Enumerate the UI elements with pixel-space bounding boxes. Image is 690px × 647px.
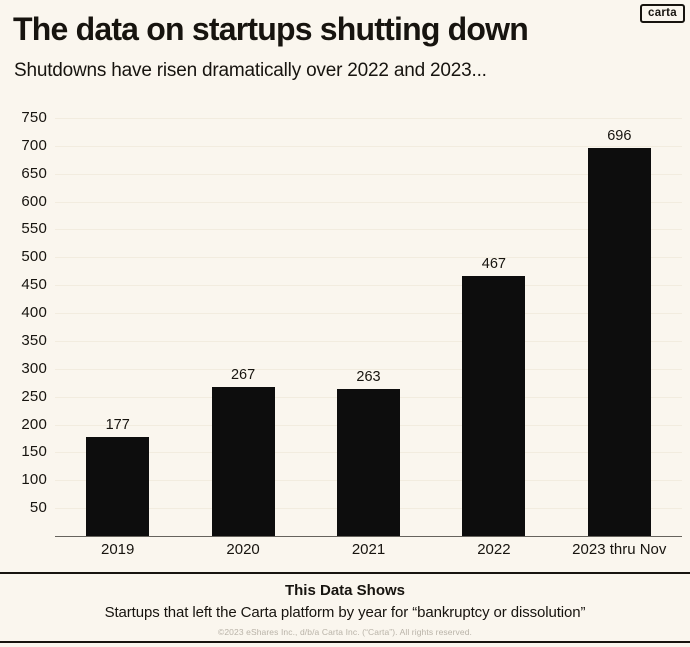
x-tick-label: 2021 bbox=[351, 541, 386, 558]
y-tick-label: 500 bbox=[21, 248, 47, 266]
y-tick-label: 700 bbox=[21, 136, 47, 154]
y-tick-label: 600 bbox=[21, 192, 47, 210]
bar-value-label: 177 bbox=[105, 417, 130, 434]
y-tick-label: 50 bbox=[29, 499, 47, 517]
y-tick-label: 150 bbox=[21, 443, 47, 461]
footer-heading: This Data Shows bbox=[284, 582, 406, 599]
bar-value-label: 263 bbox=[356, 369, 381, 386]
y-tick-label: 650 bbox=[21, 164, 47, 182]
footer-description: Startups that left the Carta platform by… bbox=[104, 604, 586, 621]
bar-2020 bbox=[211, 387, 275, 536]
y-tick-label: 750 bbox=[21, 109, 47, 126]
page-title: The data on startups shutting down bbox=[13, 11, 529, 47]
bar-value-label: 267 bbox=[230, 367, 256, 384]
gridline bbox=[55, 229, 682, 231]
y-tick-label: 100 bbox=[21, 471, 47, 489]
footer-copyright: ©2023 eShares Inc., d/b/a Carta Inc. (“C… bbox=[217, 627, 472, 637]
y-tick-label: 550 bbox=[21, 220, 47, 238]
x-tick-label: 2022 bbox=[477, 541, 511, 558]
gridline bbox=[55, 340, 682, 342]
bar-value-label: 467 bbox=[481, 255, 506, 272]
y-tick-label: 300 bbox=[21, 359, 47, 377]
bar-2021 bbox=[337, 389, 400, 536]
x-tick-label: 2019 bbox=[101, 541, 135, 558]
bar-value-label: 696 bbox=[607, 128, 632, 145]
subtitle: Shutdowns have risen dramatically over 2… bbox=[14, 60, 487, 81]
y-tick-label: 450 bbox=[21, 276, 47, 294]
bar-2019 bbox=[86, 437, 150, 536]
x-tick-label: 2020 bbox=[226, 541, 260, 558]
footer-top-divider bbox=[0, 572, 690, 574]
x-axis-line bbox=[55, 536, 682, 537]
gridline bbox=[55, 118, 682, 119]
y-tick-label: 350 bbox=[21, 331, 47, 349]
gridline bbox=[55, 368, 682, 370]
y-tick-label: 250 bbox=[21, 387, 47, 405]
gridline bbox=[55, 201, 682, 203]
gridline bbox=[55, 313, 682, 315]
x-tick-label: 2023 thru Nov bbox=[572, 541, 667, 558]
gridline bbox=[55, 173, 682, 175]
footer-bottom-divider bbox=[0, 641, 690, 643]
gridline bbox=[55, 257, 682, 259]
bar-2023-thru-nov bbox=[587, 148, 651, 536]
gridline bbox=[55, 285, 682, 287]
carta-logo: carta bbox=[640, 4, 685, 23]
bar-2022 bbox=[462, 275, 526, 536]
y-tick-label: 400 bbox=[21, 304, 47, 322]
y-tick-label: 200 bbox=[21, 415, 47, 433]
gridline bbox=[55, 145, 682, 147]
